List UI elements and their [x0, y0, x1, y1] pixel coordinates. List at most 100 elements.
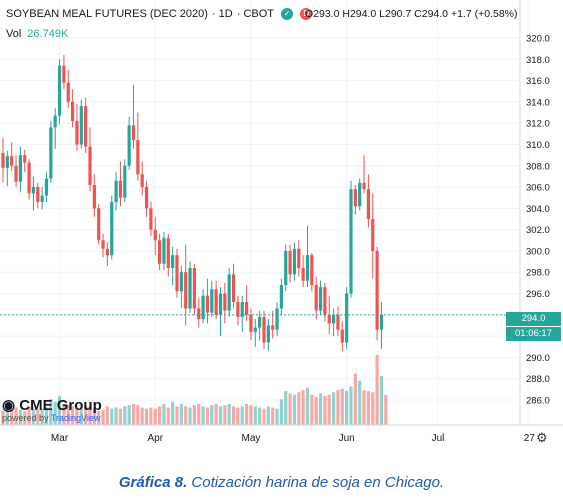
candle-body: [5, 156, 9, 168]
volume-bar: [362, 390, 366, 425]
volume-bar: [262, 408, 266, 425]
candle-body: [162, 238, 166, 264]
volume-bar: [171, 401, 175, 425]
volume-bar: [101, 409, 105, 425]
volume-bar: [66, 405, 70, 425]
volume-bar: [136, 405, 140, 425]
time-tick-label: Jun: [339, 433, 355, 444]
candle-body: [284, 250, 288, 286]
candle-body: [231, 274, 236, 303]
volume-bar: [205, 407, 210, 425]
volume-bar: [88, 406, 92, 425]
volume-bar: [10, 409, 14, 425]
price-tick-label: 314.0: [526, 97, 550, 108]
volume-bar: [84, 406, 88, 425]
volume-bar: [279, 399, 283, 425]
candle-body: [105, 248, 109, 256]
candle-body: [201, 295, 205, 320]
volume-bar: [1, 411, 5, 425]
candle-body: [175, 255, 179, 292]
volume-bar: [236, 407, 240, 425]
time-tick-label: 27: [524, 433, 536, 444]
countdown-tag: 01:06:17: [506, 327, 561, 341]
candle-body: [1, 152, 5, 168]
candle-body: [345, 293, 349, 343]
candle-body: [223, 293, 227, 311]
volume-bar: [36, 409, 40, 425]
candle-body: [375, 250, 379, 330]
candle-body: [266, 325, 270, 343]
candle-body: [144, 187, 149, 209]
volume-legend: Vol 26.749K: [6, 28, 68, 40]
volume-bar: [249, 405, 253, 425]
candle-body: [166, 238, 170, 268]
time-axis: Mar Apr May Jun Jul 27: [51, 433, 535, 444]
figure-caption: Gráfica 8. Cotización harina de soja en …: [0, 474, 563, 491]
volume-bar: [110, 408, 114, 425]
candle-body: [288, 250, 292, 275]
interval[interactable]: 1D: [218, 8, 233, 20]
candle-body: [97, 208, 101, 241]
candle-body: [36, 187, 40, 202]
volume-bar: [18, 409, 22, 425]
volume-bar: [179, 404, 183, 425]
price-tick-label: 320.0: [526, 33, 550, 44]
volume-bar: [14, 407, 18, 425]
candle-body: [31, 187, 36, 194]
volume-bar: [305, 387, 310, 425]
volume-bar: [123, 406, 127, 425]
gear-icon[interactable]: ⚙: [536, 430, 548, 445]
volume-value: 26.749K: [27, 28, 69, 40]
candle-body: [275, 308, 279, 330]
candle-body: [179, 272, 183, 292]
volume-bar: [301, 390, 305, 425]
volume-bar: [79, 408, 83, 425]
volume-bar: [327, 394, 331, 425]
price-tick-label: 296.0: [526, 289, 550, 300]
volume-bar: [57, 395, 62, 425]
candle-body: [301, 267, 305, 281]
volume-bar: [345, 391, 349, 425]
candle-body: [236, 302, 240, 317]
candle-body: [205, 295, 210, 313]
candle-body: [292, 248, 297, 275]
volume-bar: [371, 392, 375, 425]
candle-body: [279, 285, 283, 309]
volume-bar: [131, 404, 136, 425]
last-price-tag: 294.0: [506, 312, 561, 326]
candle-body: [336, 314, 340, 330]
price-tick-label: 308.0: [526, 161, 550, 172]
volume-bar: [366, 391, 370, 425]
candle-body: [75, 121, 79, 145]
candle-body: [218, 293, 223, 315]
candle-body: [253, 327, 257, 332]
candle-body: [149, 208, 153, 230]
candle-body: [131, 125, 136, 141]
price-tick-label: 302.0: [526, 225, 550, 236]
volume-bar: [192, 405, 196, 425]
volume-bar: [240, 406, 244, 425]
volume-bar: [210, 405, 214, 425]
candle-body: [44, 178, 49, 196]
candle-body: [88, 146, 92, 185]
volume-bar: [118, 408, 123, 425]
candle-body: [305, 255, 310, 281]
candle-body: [10, 156, 14, 166]
volume-bar: [5, 408, 9, 425]
volume-bar: [23, 411, 27, 425]
cme-logo: ◉ CME Group powered by TradingView: [2, 396, 102, 423]
volume-bar: [253, 406, 257, 425]
volume-bar: [75, 407, 79, 425]
candle-body: [49, 127, 53, 179]
volume-bars: [1, 355, 388, 425]
candle-body: [258, 316, 262, 328]
powered-by-label: powered by: [2, 413, 49, 423]
candle-body: [210, 289, 214, 313]
candle-body: [53, 115, 57, 128]
candlesticks: [1, 55, 384, 352]
candle-body: [92, 184, 96, 209]
volume-bar: [92, 408, 96, 425]
volume-bar: [105, 406, 109, 425]
delayed-data-icon: D: [300, 8, 313, 21]
globe-icon: ◉: [2, 397, 16, 414]
